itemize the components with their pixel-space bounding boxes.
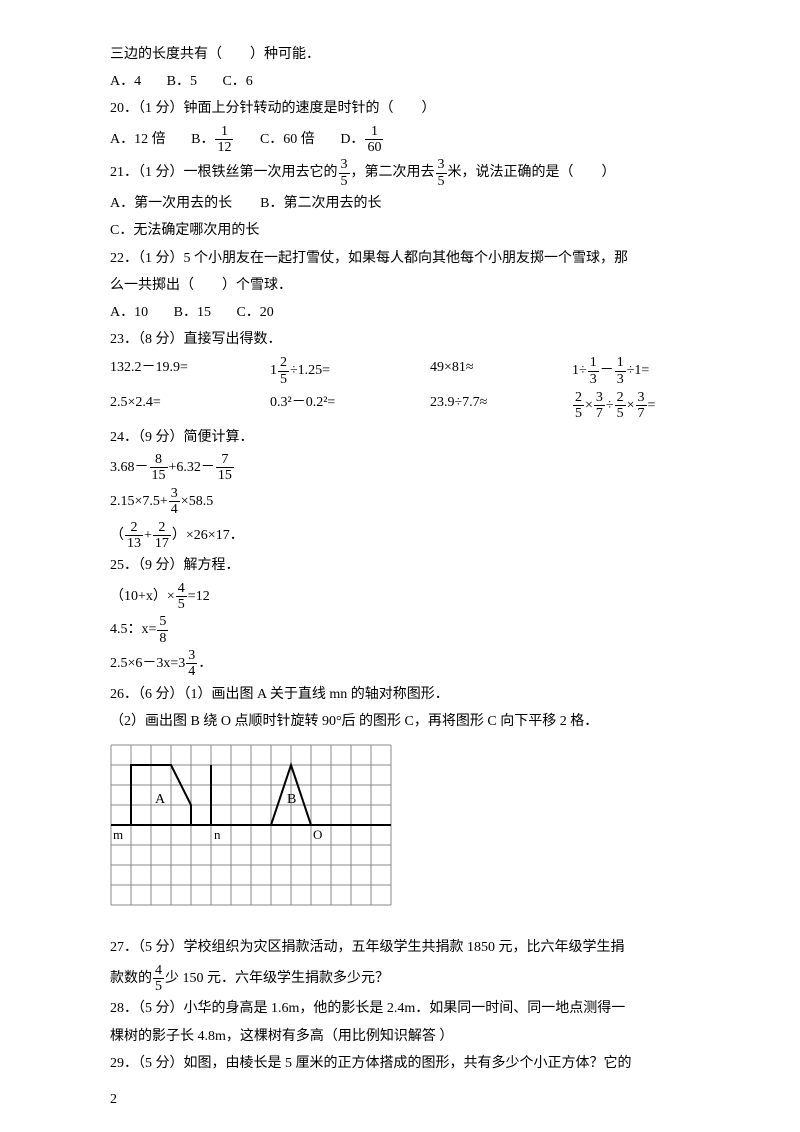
fraction: 715 [216, 452, 234, 484]
q22-opt-b: B．15 [174, 300, 211, 325]
text: 3.68－ [110, 460, 149, 475]
q27-a: 27．（5 分）学校组织为灾区捐款活动，五年级学生共捐款 1850 元，比六年级… [110, 935, 690, 960]
text: － [600, 363, 614, 378]
q26-part1: 26．（6 分）（1）画出图 A 关于直线 mn 的轴对称图形． [110, 682, 690, 707]
svg-text:O: O [313, 827, 322, 842]
eq: 25×37÷25×37= [572, 390, 655, 422]
fraction: 34 [186, 648, 197, 680]
q28-a: 28．（5 分）小华的身高是 1.6m，他的影长是 2.4m．如果同一时间、同一… [110, 996, 690, 1021]
fraction: 35 [436, 157, 447, 189]
q26-part2: （2）画出图 B 绕 O 点顺时针旋转 90°后 的图形 C，再将图形 C 向下… [110, 709, 690, 734]
fraction: 25 [615, 390, 626, 422]
q19-options: A．4 B．5 C．6 [110, 69, 690, 94]
page: 三边的长度共有（ ）种可能． A．4 B．5 C．6 20．（1 分）钟面上分针… [0, 0, 800, 1132]
q22-opt-a: A．10 [110, 300, 148, 325]
fraction: 58 [157, 614, 168, 646]
q28-b: 棵树的影子长 4.8m，这棵树有多高（用比例知识解答 ） [110, 1024, 690, 1049]
q23-row1: 132.2－19.9= 125÷1.25= 49×81≈ 1÷13－13÷1= [110, 355, 690, 387]
q20-opt-c: C．60 倍 [260, 127, 315, 152]
text: 款数的 [110, 971, 152, 986]
q23-stem: 23．（8 分）直接写出得数． [110, 327, 690, 352]
q19-opt-a: A．4 [110, 69, 141, 94]
q22-stem-b: 么一共掷出（ ）个雪球． [110, 273, 690, 298]
text: 1 [270, 363, 277, 378]
q20-opt-a: A．12 倍 [110, 127, 166, 152]
q19-opt-b: B．5 [167, 69, 197, 94]
grid-svg: A Bm n O [110, 744, 392, 906]
fraction: 34 [169, 486, 180, 518]
q25-eq1: （10+x）×45=12 [110, 581, 690, 613]
q19-continuation: 三边的长度共有（ ）种可能． [110, 42, 690, 67]
fraction: 25 [278, 355, 289, 387]
svg-text:B: B [287, 792, 296, 807]
opt-prefix: B． [191, 132, 214, 147]
q25-eq2: 4.5：x=58 [110, 614, 690, 646]
text: +6.32－ [169, 460, 215, 475]
fraction: 13 [615, 355, 626, 387]
text: 1÷ [572, 363, 587, 378]
q21-opts-ab: A．第一次用去的长 B．第二次用去的长 [110, 191, 690, 216]
text: =12 [188, 589, 210, 604]
svg-text:n: n [214, 827, 221, 842]
text: ． [198, 656, 212, 671]
text: 21．（1 分）一根铁丝第一次用去它的 [110, 165, 338, 180]
q22-options: A．10 B．15 C．20 [110, 300, 690, 325]
q24-eq1: 3.68－815+6.32－715 [110, 452, 690, 484]
eq: 132.2－19.9= [110, 355, 238, 387]
text: （10+x）× [110, 589, 175, 604]
text: 2.5×6－3x=3 [110, 656, 185, 671]
text: 少 150 元．六年级学生捐款多少元？ [165, 971, 389, 986]
q23-row2: 2.5×2.4= 0.3²－0.2²= 23.9÷7.7≈ 25×37÷25×3… [110, 390, 690, 422]
text: ×58.5 [181, 494, 213, 509]
q21-stem: 21．（1 分）一根铁丝第一次用去它的35，第二次用去35米，说法正确的是（ ） [110, 157, 690, 189]
opt-prefix: D． [340, 132, 364, 147]
eq: 23.9÷7.7≈ [430, 390, 540, 422]
q26-diagram: A Bm n O [110, 744, 690, 915]
q22-opt-c: C．20 [236, 300, 273, 325]
eq: 0.3²－0.2²= [270, 390, 398, 422]
fraction: 45 [153, 963, 164, 995]
text: 4.5：x= [110, 622, 156, 637]
fraction: 160 [365, 124, 383, 156]
q24-stem: 24．（9 分）简便计算． [110, 425, 690, 450]
fraction: 217 [153, 520, 171, 552]
q24-eq3: （213+217）×26×17． [110, 520, 690, 552]
fraction: 37 [594, 390, 605, 422]
fraction: 112 [215, 124, 233, 156]
text: （ [110, 528, 124, 543]
svg-text:A: A [155, 792, 166, 807]
fraction: 213 [125, 520, 143, 552]
fraction: 13 [588, 355, 599, 387]
q20-stem: 20．（1 分）钟面上分针转动的速度是时针的（ ） [110, 96, 690, 121]
eq: 2.5×2.4= [110, 390, 238, 422]
eq: 1÷13－13÷1= [572, 355, 649, 387]
q20-options: A．12 倍 B．112 C．60 倍 D．160 [110, 124, 690, 156]
q25-stem: 25．（9 分）解方程． [110, 553, 690, 578]
q20-opt-d: D．160 [340, 124, 384, 156]
page-number: 2 [110, 1087, 117, 1112]
q24-eq2: 2.15×7.5+34×58.5 [110, 486, 690, 518]
text: ÷1= [627, 363, 650, 378]
fraction: 35 [339, 157, 350, 189]
svg-text:m: m [113, 827, 123, 842]
fraction: 45 [176, 581, 187, 613]
text: + [144, 528, 152, 543]
q29: 29．（5 分）如图，由棱长是 5 厘米的正方体搭成的图形，共有多少个小正方体？… [110, 1051, 690, 1076]
fraction: 815 [150, 452, 168, 484]
text: 2.15×7.5+ [110, 494, 168, 509]
fraction: 25 [573, 390, 584, 422]
q19-opt-c: C．6 [222, 69, 252, 94]
q25-eq3: 2.5×6－3x=334． [110, 648, 690, 680]
text: ÷1.25= [290, 363, 330, 378]
q27-b: 款数的45少 150 元．六年级学生捐款多少元？ [110, 963, 690, 995]
fraction: 37 [636, 390, 647, 422]
eq: 49×81≈ [430, 355, 540, 387]
q21-opt-c: C．无法确定哪次用的长 [110, 218, 690, 243]
eq: 125÷1.25= [270, 355, 398, 387]
q22-stem-a: 22．（1 分）5 个小朋友在一起打雪仗，如果每人都向其他每个小朋友掷一个雪球，… [110, 246, 690, 271]
text: ，第二次用去 [351, 165, 435, 180]
q20-opt-b: B．112 [191, 124, 234, 156]
text: 米，说法正确的是（ ） [448, 165, 616, 180]
text: ）×26×17． [172, 528, 244, 543]
